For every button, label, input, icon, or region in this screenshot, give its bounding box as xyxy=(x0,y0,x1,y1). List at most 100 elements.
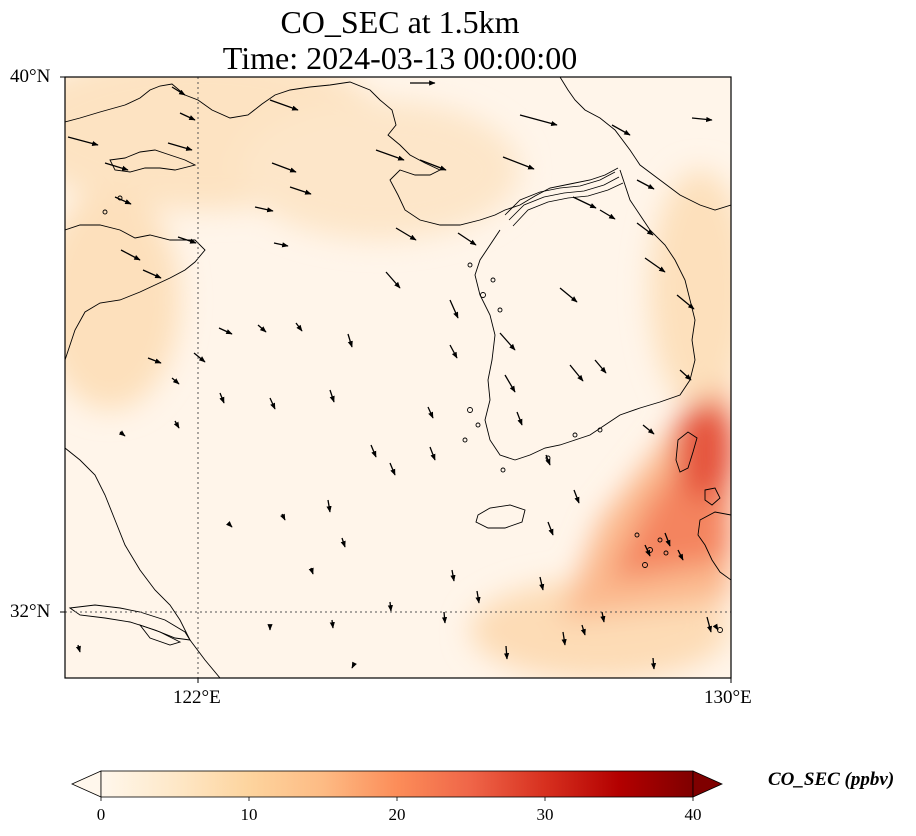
wind-arrow xyxy=(539,576,545,591)
co-concentration-field xyxy=(65,77,731,678)
wind-arrow xyxy=(503,645,510,660)
map-title-line2: Time: 2024-03-13 00:00:00 xyxy=(222,40,578,76)
wind-arrow xyxy=(167,142,193,151)
wind-arrow xyxy=(599,209,616,220)
wind-arrow xyxy=(594,359,607,374)
wind-arrow xyxy=(308,567,314,575)
wind-arrow xyxy=(326,499,332,513)
wind-arrow xyxy=(573,489,580,504)
wind-arrow xyxy=(691,116,713,123)
lon-label-130e: 130°E xyxy=(704,687,752,708)
wind-arrow xyxy=(271,162,297,173)
wind-arrow xyxy=(273,242,289,248)
wind-arrow xyxy=(611,124,631,136)
colorbar-tick-label: 0 xyxy=(96,805,106,824)
wind-arrow xyxy=(171,86,186,96)
wind-arrow xyxy=(519,114,558,126)
colorbar-tick-label: 30 xyxy=(536,805,554,824)
colorbar xyxy=(71,770,723,801)
colorbar-tick-label: 10 xyxy=(240,805,258,824)
wind-arrow xyxy=(329,619,335,629)
wind-arrow xyxy=(676,294,695,310)
wind-arrow xyxy=(118,430,126,437)
map-plot-area xyxy=(65,77,731,678)
wind-arrow xyxy=(502,156,535,170)
wind-arrow xyxy=(547,521,554,536)
colorbar-max-extend xyxy=(692,770,723,798)
wind-arrow xyxy=(173,420,180,429)
map-frame xyxy=(64,76,732,679)
wind-arrow xyxy=(600,611,606,623)
wind-arrow xyxy=(429,446,436,461)
wind-arrow xyxy=(171,377,180,385)
wind-vector-field xyxy=(67,80,719,670)
wind-arrow xyxy=(441,611,448,624)
wind-arrow xyxy=(104,162,129,171)
wind-arrow xyxy=(218,327,233,335)
wind-arrow xyxy=(226,521,233,528)
lat-label-40n: 40°N xyxy=(10,66,51,87)
wind-arrow xyxy=(375,149,405,161)
wind-arrow xyxy=(580,624,586,636)
gridlines xyxy=(65,77,731,678)
wind-arrow xyxy=(545,454,551,466)
wind-arrow xyxy=(664,532,671,547)
wind-arrow xyxy=(644,544,651,557)
wind-arrow xyxy=(289,186,312,195)
wind-arrow xyxy=(340,537,346,548)
wind-arrow xyxy=(449,299,459,319)
wind-arrow xyxy=(269,397,276,410)
colorbar-gradient xyxy=(100,770,694,798)
wind-arrow xyxy=(419,159,447,171)
map-title-line1: CO_SEC at 1.5km xyxy=(280,4,520,40)
wind-arrow xyxy=(572,196,597,209)
wind-arrow xyxy=(75,644,81,653)
wind-arrow xyxy=(387,601,393,612)
wind-arrow xyxy=(295,322,303,332)
axis-ticks xyxy=(60,76,732,683)
wind-arrow xyxy=(636,179,655,190)
wind-arrow xyxy=(427,406,434,419)
colorbar-tick-label: 20 xyxy=(388,805,406,824)
wind-arrow xyxy=(475,590,481,604)
wind-arrow xyxy=(269,99,299,111)
wind-arrow xyxy=(561,631,567,646)
wind-arrow xyxy=(193,352,206,363)
wind-arrow xyxy=(450,569,456,582)
wind-arrow xyxy=(457,232,477,246)
wind-arrow xyxy=(644,257,666,273)
wind-arrow xyxy=(254,206,274,213)
wind-arrow xyxy=(677,549,684,561)
wind-arrow xyxy=(569,364,584,382)
wind-arrow xyxy=(395,227,417,241)
colorbar-tick-label: 40 xyxy=(684,805,702,824)
lon-label-122e: 122°E xyxy=(173,687,221,708)
wind-arrow xyxy=(114,196,132,205)
wind-arrow xyxy=(516,411,523,426)
wind-arrow xyxy=(179,112,196,121)
wind-arrow xyxy=(679,369,692,381)
wind-arrow xyxy=(280,513,286,521)
wind-arrow xyxy=(642,424,655,435)
wind-arrow xyxy=(449,344,458,359)
wind-arrow xyxy=(370,444,377,458)
wind-arrow xyxy=(385,271,401,289)
colorbar-label: CO_SEC (ppbv) xyxy=(768,769,895,790)
colorbar-min-extend xyxy=(71,770,102,798)
lat-label-32n: 32°N xyxy=(10,601,51,622)
wind-arrow xyxy=(712,623,719,631)
wind-arrow xyxy=(329,389,335,403)
wind-arrow xyxy=(706,616,713,633)
wind-arrow xyxy=(499,332,516,351)
wind-arrow xyxy=(351,661,357,669)
wind-arrow xyxy=(67,136,99,147)
wind-arrow xyxy=(257,324,267,333)
wind-arrow xyxy=(347,333,353,348)
wind-arrow xyxy=(389,462,396,476)
wind-arrow xyxy=(177,236,197,244)
wind-arrow xyxy=(219,392,225,404)
wind-arrow xyxy=(504,374,516,393)
wind-arrow xyxy=(636,222,654,236)
wind-arrow xyxy=(142,269,162,279)
wind-arrow xyxy=(147,357,162,364)
